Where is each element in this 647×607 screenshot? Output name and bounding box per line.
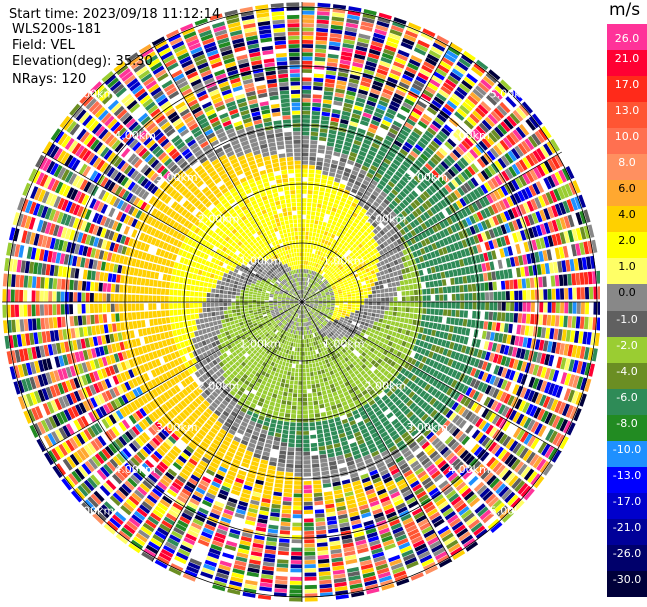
colorbar-tick-label: 1.0 (618, 260, 636, 274)
colorbar-tick-label: -6.0 (616, 390, 638, 404)
colorbar-tick-label: -2.0 (616, 338, 638, 352)
range-ring-label: 1.00km (240, 254, 282, 267)
colorbar-tick-label: 6.0 (618, 182, 636, 196)
range-ring-label: 3.00km (406, 421, 448, 434)
range-ring-label: 3.00km (156, 171, 198, 184)
range-ring-label: 1.00km (240, 338, 282, 351)
colorbar-tick-label: -10.0 (612, 442, 642, 456)
colorbar-segment (607, 466, 647, 494)
range-ring-label: 2.00km (365, 213, 407, 226)
field-label: Field: VEL (12, 38, 75, 53)
colorbar-tick-label: 17.0 (614, 78, 640, 92)
range-ring-label: 3.00km (406, 171, 448, 184)
colorbar-segment (607, 414, 647, 442)
colorbar-segment (607, 440, 647, 468)
colorbar-segment (607, 206, 647, 233)
elevation-label: Elevation(deg): 35.30 (12, 54, 153, 69)
colorbar-tick-label: 2.0 (618, 234, 636, 248)
colorbar-tick-label: -21.0 (612, 520, 642, 534)
colorbar-segment (607, 570, 647, 598)
ppi-radar-plot: 1.00km 1.00km 1.00km 1.00km 2.00km 2.00km 2.00… (2, 2, 600, 602)
range-ring-label: 4.00km (448, 463, 490, 476)
colorbar-segment (607, 258, 647, 285)
range-ring-label: 5.00km (73, 505, 115, 518)
range-ring-label: 3.00km (156, 421, 198, 434)
azimuth-spoke (42, 301, 303, 453)
gate-group (8, 10, 598, 588)
azimuth-spoke (151, 301, 303, 562)
colorbar-unit: m/s (609, 0, 641, 20)
colorbar-segment (607, 102, 647, 129)
colorbar-tick-label: -30.0 (612, 572, 642, 586)
start-time-label: Start time: 2023/09/18 11:12:14 (9, 7, 221, 22)
instrument-label: WLS200s-181 (12, 22, 102, 37)
range-ring-label: 4.00km (114, 463, 156, 476)
colorbar-segment (607, 388, 647, 416)
range-ring-label: 2.00km (198, 213, 240, 226)
colorbar-tick-label: 26.0 (614, 32, 640, 45)
range-ring-label: 2.00km (198, 379, 240, 392)
nrays-label: NRays: 120 (12, 72, 87, 87)
range-ring-label: 1.00km (323, 254, 365, 267)
colorbar-tick-label: 21.0 (614, 52, 640, 66)
azimuth-spoke (42, 151, 303, 303)
colorbar-segment (607, 128, 647, 155)
gate-group (2, 4, 600, 602)
colorbar-tick-label: -13.0 (612, 468, 642, 482)
colorbar-segment (607, 336, 647, 364)
colorbar-tick-label: -8.0 (616, 416, 638, 430)
colorbar-segment (607, 76, 647, 103)
range-ring-label: 5.00km (490, 87, 532, 100)
colorbar-segment (607, 154, 647, 181)
colorbar-segment (607, 24, 647, 51)
colorbar-tick-label: -4.0 (616, 364, 638, 378)
colorbar-tick-label: -26.0 (612, 546, 642, 560)
colorbar-segment (607, 544, 647, 572)
colorbar-segment (607, 492, 647, 520)
range-ring-label: 4.00km (448, 129, 490, 142)
colorbar-segment (607, 232, 647, 259)
velocity-colorbar: 26.0 21.0 17.0 13.0 10.0 8.0 6.0 4.0 2.0 1.0 0.0 -1… (607, 24, 647, 598)
colorbar-segment (607, 362, 647, 390)
gate-group (10, 28, 590, 600)
gate-group (10, 19, 598, 571)
range-ring-label: 5.00km (490, 505, 532, 518)
range-ring-label: 4.00km (114, 129, 156, 142)
colorbar-tick-label: 8.0 (618, 156, 636, 170)
colorbar-tick-label: -1.0 (616, 312, 638, 326)
colorbar-tick-label: 13.0 (614, 104, 640, 118)
azimuth-spoke (301, 151, 562, 303)
azimuth-spoke (301, 301, 562, 453)
range-ring-label: 5.00km (73, 87, 115, 100)
colorbar-segment (607, 180, 647, 207)
range-ring-label: 2.00km (365, 379, 407, 392)
colorbar-segment (607, 284, 647, 311)
colorbar-segment (607, 310, 647, 338)
range-ring-label: 1.00km (323, 338, 365, 351)
colorbar-tick-label: 4.0 (618, 208, 636, 222)
colorbar-tick-label: -17.0 (612, 494, 642, 508)
azimuth-spoke (301, 42, 453, 303)
azimuth-spoke (301, 301, 453, 562)
colorbar-tick-label: 0.0 (618, 286, 636, 300)
gate-group (11, 13, 587, 602)
colorbar-segment (607, 50, 647, 77)
gate-group (9, 7, 600, 600)
gate-group (11, 4, 600, 596)
azimuth-spoke (151, 42, 303, 303)
colorbar-segment (607, 518, 647, 546)
colorbar-tick-label: 10.0 (614, 130, 640, 144)
